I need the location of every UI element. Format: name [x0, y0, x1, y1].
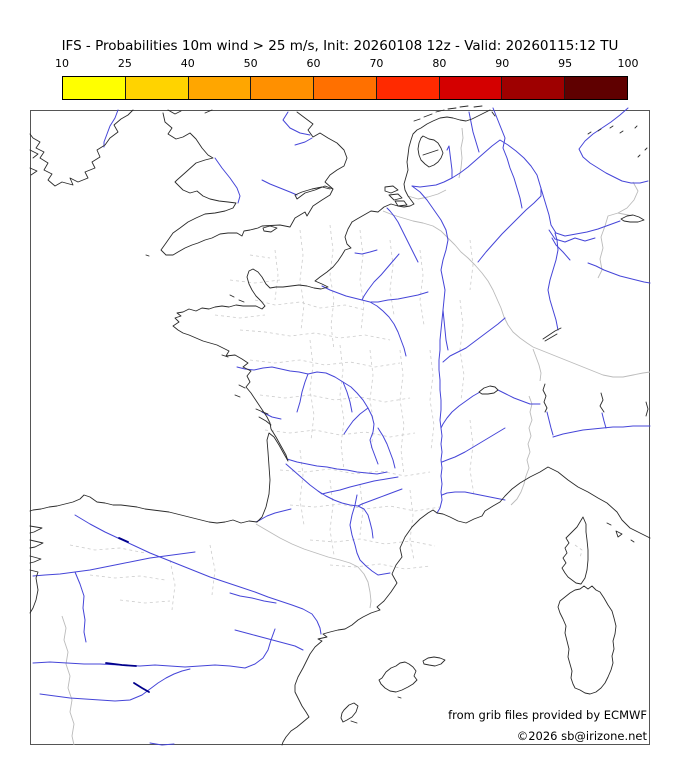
- page-title: IFS - Probabilities 10m wind > 25 m/s, I…: [61, 38, 619, 54]
- coastlines-layer: [29, 105, 651, 746]
- colorbar-tick-labels: 10 25 40 50 60 70 80 90 95 100: [55, 57, 639, 71]
- colorbar-segment-3: [188, 77, 252, 99]
- colorbar-tick-70: 70: [369, 57, 384, 70]
- colorbar-segment-1: [63, 77, 126, 99]
- colorbar-segment-2: [125, 77, 189, 99]
- colorbar-segment-7: [439, 77, 503, 99]
- lakes-layer: [417, 135, 649, 417]
- colorbar-tick-90: 90: [495, 57, 510, 70]
- colorbar-tick-95: 95: [558, 57, 573, 70]
- colorbar-tick-40: 40: [180, 57, 195, 70]
- attribution-copyright: ©2026 sb@irizone.net: [516, 729, 647, 743]
- attribution-source: from grib files provided by ECMWF: [448, 708, 647, 722]
- map-frame: [30, 110, 650, 745]
- country-borders-layer: [61, 127, 651, 746]
- colorbar-segment-5: [314, 77, 377, 99]
- colorbar-tick-25: 25: [117, 57, 132, 70]
- rivers-layer: [32, 107, 651, 746]
- colorbar-segment-8: [502, 77, 566, 99]
- colorbar-segment-6: [376, 77, 440, 99]
- department-boundaries-layer: [69, 224, 583, 611]
- colorbar-tick-80: 80: [432, 57, 447, 70]
- colorbar-tick-100: 100: [617, 57, 639, 70]
- colorbar-tick-50: 50: [243, 57, 258, 70]
- colorbar-tick-10: 10: [55, 57, 69, 70]
- colorbar-tick-60: 60: [306, 57, 321, 70]
- colorbar: [62, 76, 628, 100]
- colorbar-segment-9: [565, 77, 628, 99]
- colorbar-segment-4: [251, 77, 315, 99]
